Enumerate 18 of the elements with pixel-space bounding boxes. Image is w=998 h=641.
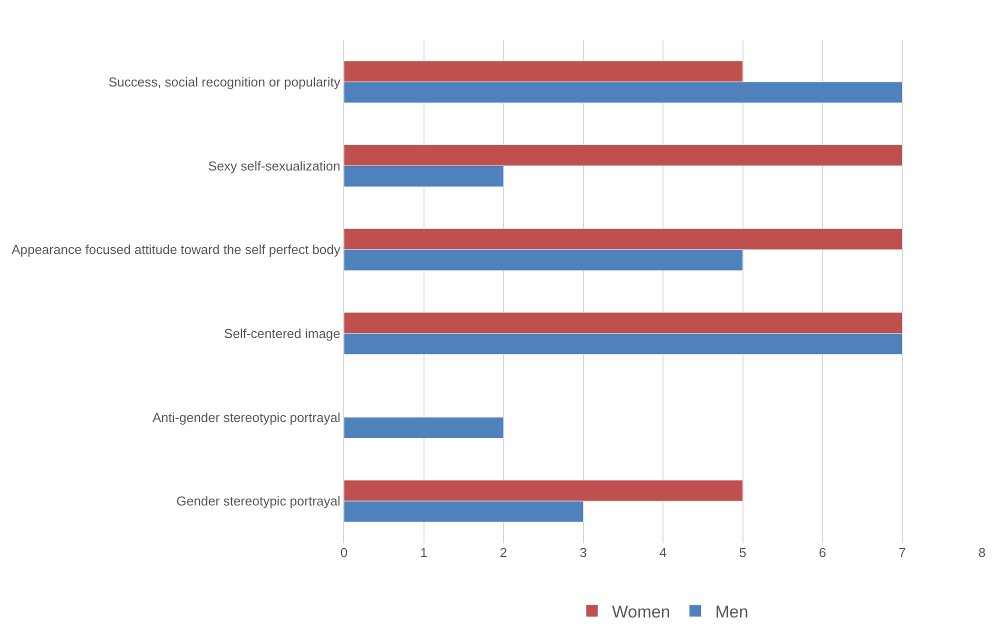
bar [344, 417, 504, 438]
y-tick-label: Sexy self-sexualization [208, 158, 340, 174]
y-tick-label: Success, social recognition or popularity [108, 74, 341, 90]
x-tick-label: 8 [978, 545, 986, 560]
legend-label: Men [715, 602, 748, 622]
x-tick-label: 7 [898, 545, 906, 560]
y-tick-label: Appearance focused attitude toward the self perfect body [12, 242, 341, 258]
y-tick-label: Anti-gender stereotypic portrayal [152, 410, 341, 425]
x-tick-label: 5 [739, 545, 746, 560]
y-tick-label: Self-centered image [224, 326, 340, 341]
x-tick-label: 1 [420, 545, 428, 560]
legend-label: Women [612, 602, 670, 622]
x-tick-label: 2 [500, 545, 508, 560]
x-tick-label: 0 [340, 545, 348, 560]
x-tick-label: 4 [659, 545, 667, 560]
y-tick-label: Gender stereotypic portrayal [176, 494, 341, 509]
x-tick-label: 6 [818, 545, 826, 560]
x-tick-label: 3 [580, 545, 587, 560]
